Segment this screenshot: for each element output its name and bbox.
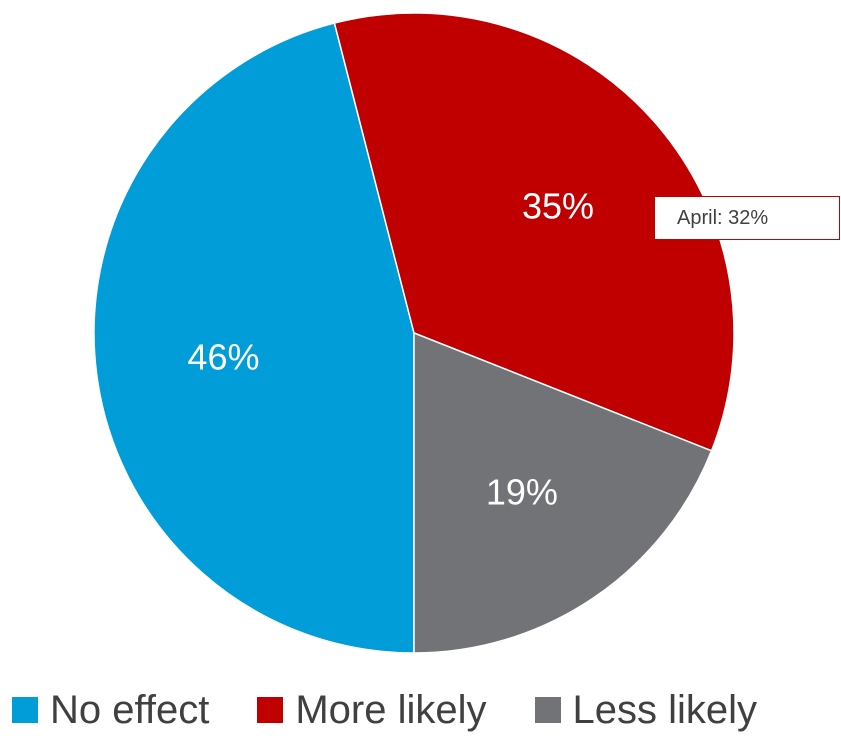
legend-label-less-likely: Less likely bbox=[572, 687, 758, 732]
legend-label-more-likely: More likely bbox=[295, 687, 487, 732]
slice-label-more-likely: 35% bbox=[522, 186, 594, 227]
legend-item-more-likely: More likely bbox=[257, 687, 487, 733]
legend-swatch-less-likely bbox=[534, 697, 561, 723]
legend-swatch-more-likely bbox=[257, 697, 284, 723]
legend-item-no-effect: No effect bbox=[12, 688, 209, 733]
legend-label-no-effect: No effect bbox=[50, 687, 210, 732]
legend-swatch-no-effect bbox=[12, 697, 38, 723]
annotation-text: April: 32% bbox=[677, 206, 769, 229]
pie-slice-more-likely bbox=[333, 12, 735, 452]
slice-label-no-effect: 46% bbox=[187, 337, 259, 378]
pie-slice-labels: 46% 35% 19% bbox=[187, 186, 594, 513]
legend-item-less-likely: Less likely bbox=[534, 687, 758, 733]
pie-slice-no-effect bbox=[93, 22, 415, 654]
slice-label-less-likely: 19% bbox=[486, 471, 558, 512]
pie-slice-less-likely bbox=[413, 331, 713, 654]
legend: No effect More likely Less likely bbox=[12, 688, 757, 732]
pie-slices bbox=[93, 12, 735, 654]
annotation-callout: April: 32% bbox=[654, 196, 840, 240]
